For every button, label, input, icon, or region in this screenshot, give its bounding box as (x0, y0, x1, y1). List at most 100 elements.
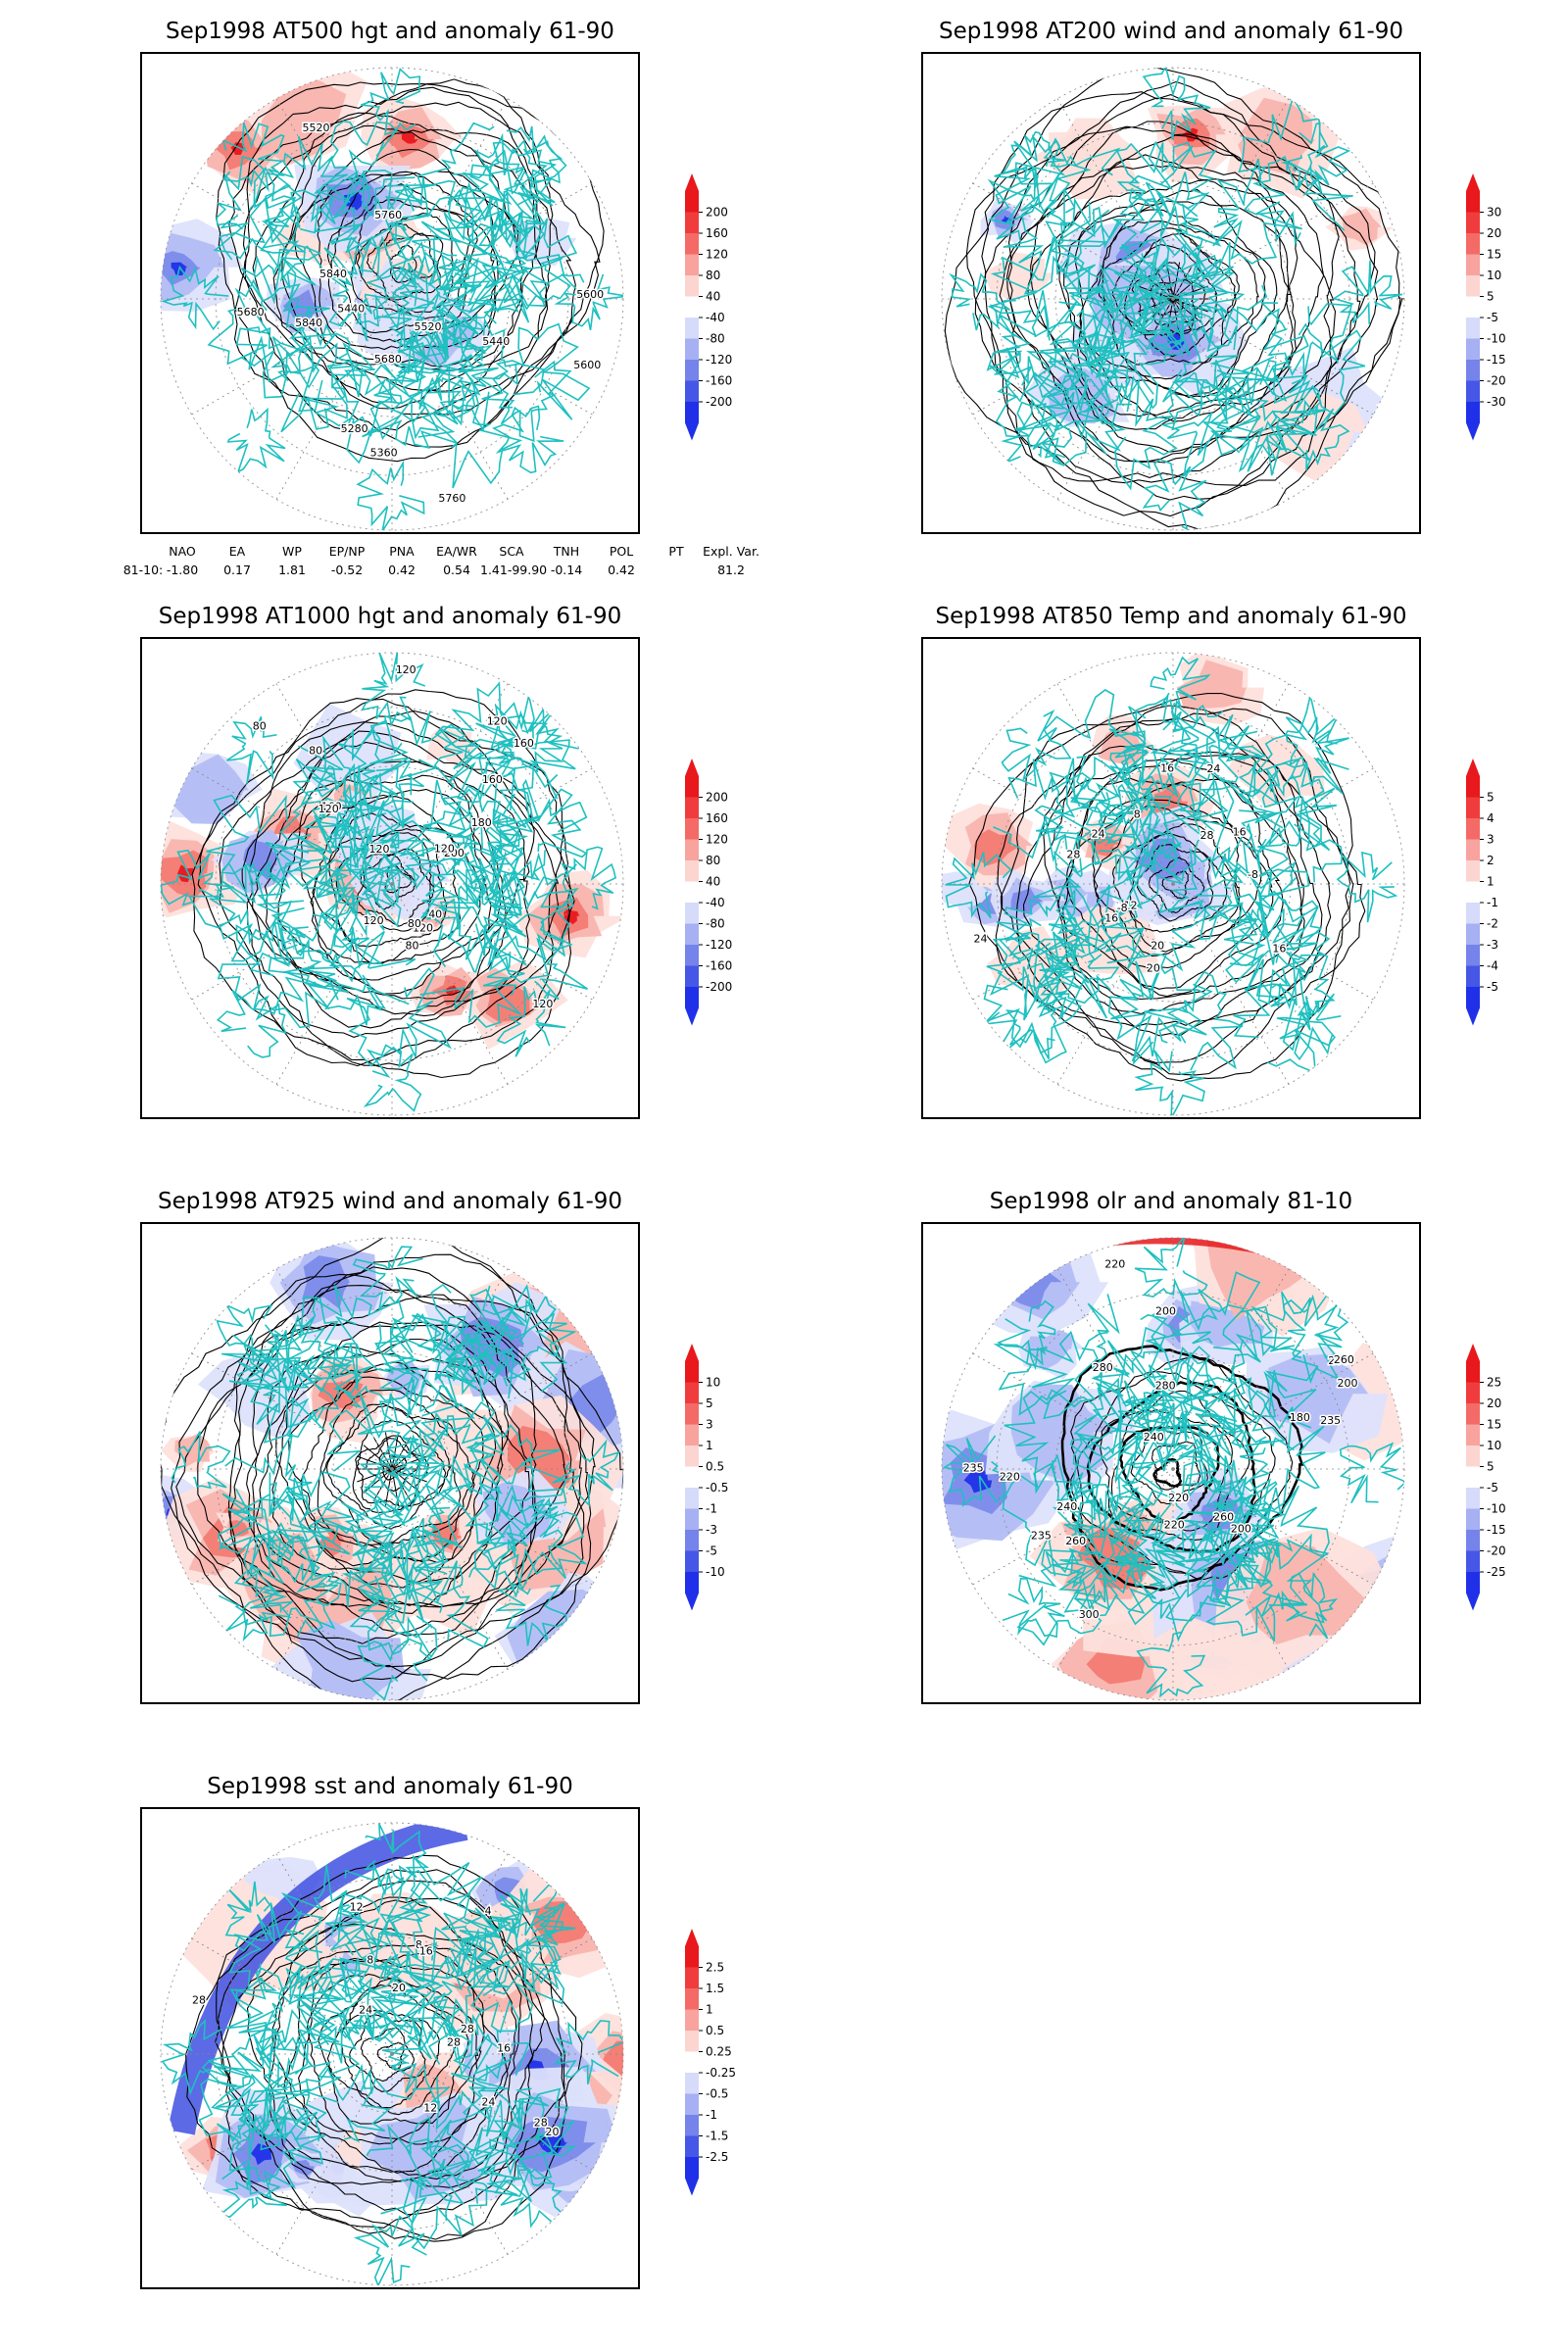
coastline (382, 1312, 483, 1383)
index-header: PNA (389, 544, 415, 559)
colorbar-label: 80 (706, 854, 720, 867)
coastline (1142, 459, 1207, 530)
colorbar-label: 1.5 (706, 1982, 724, 1995)
colorbar-label: -80 (706, 917, 725, 931)
contour-label: 235 (1031, 1530, 1052, 1543)
coastline (418, 782, 516, 878)
map-frame (921, 52, 1421, 534)
colorbar-label: -30 (1487, 395, 1506, 409)
colorbar-cell (685, 776, 699, 798)
coastline (1167, 848, 1252, 941)
coastline (1155, 1528, 1259, 1622)
index-header: WP (282, 544, 302, 559)
coastline (248, 1555, 342, 1638)
colorbar-label: -120 (706, 353, 732, 367)
polar-map-svg: 16 12 16 8 20 -8 -8 24 20 28 24 28 24 16 16 (941, 652, 1405, 1116)
colorbar-label: 3 (706, 1418, 713, 1432)
coastline (1259, 302, 1352, 377)
colorbar-cell (685, 380, 699, 402)
coastline (235, 286, 338, 399)
coastline (468, 2087, 569, 2180)
colorbar-cell (1466, 254, 1480, 275)
contour-label: 20 (1147, 962, 1160, 975)
colorbar-cell (685, 860, 699, 882)
coastline (264, 1343, 372, 1438)
contour-line (298, 1957, 485, 2145)
coastline (484, 889, 574, 967)
contour-label: 5520 (303, 122, 330, 134)
index-value: -0.52 (330, 563, 364, 577)
coastline (1280, 122, 1351, 193)
contour-line (299, 788, 492, 981)
coastline (1159, 242, 1268, 346)
coastline (1179, 1387, 1287, 1495)
contour-label: 28 (534, 2116, 548, 2129)
streamline (357, 1455, 393, 1470)
contour-label: 220 (1104, 1257, 1125, 1270)
colorbar-label: -120 (706, 938, 732, 952)
colorbar-label: 120 (706, 248, 728, 262)
colorbar-label: 15 (1487, 248, 1501, 262)
coastline (993, 290, 1090, 386)
colorbar-label: -0.5 (706, 2087, 728, 2101)
contour-label: 300 (1079, 1608, 1100, 1621)
contour-label: 280 (1093, 1361, 1113, 1374)
coastline (216, 1303, 290, 1365)
coastline (446, 2099, 554, 2203)
contour-line (1118, 1425, 1221, 1524)
contour-label: 120 (532, 998, 553, 1010)
colorbar-bottom-arrow (1466, 422, 1480, 441)
map-frame: 280 260 235 260 240 220 200 235 220 200 180 200 220 2… (921, 1222, 1421, 1704)
coastline (1188, 1459, 1287, 1560)
coastline (988, 347, 1082, 438)
coastline (496, 986, 566, 1057)
coastline (490, 778, 588, 886)
colorbar-label: -4 (1487, 959, 1498, 973)
streamline (974, 97, 1379, 501)
coastline (475, 360, 572, 443)
contour-label: 16 (1272, 943, 1286, 956)
coastline (362, 359, 463, 449)
colorbar-cell (685, 881, 699, 903)
streamline (1172, 262, 1181, 300)
coastline (1150, 656, 1211, 722)
contour-label: 5520 (415, 320, 442, 333)
colorbar-svg: 10 5 3 1 0.5 -0.5 -1 -3 -5 -10 (685, 1344, 728, 1611)
coastline (341, 1541, 444, 1636)
colorbar-cell (1466, 275, 1480, 297)
coastline (1002, 1577, 1065, 1639)
contour-label: 120 (364, 914, 384, 927)
colorbar-label: 40 (706, 875, 720, 889)
contour-label: 260 (1065, 1535, 1086, 1547)
colorbar-cell (685, 2073, 699, 2094)
contour-label: 5440 (337, 303, 365, 316)
coastline (987, 235, 1103, 341)
coastline (1143, 1362, 1244, 1471)
coastline (1250, 1291, 1343, 1385)
colorbar-cell (1466, 945, 1480, 966)
colorbar-cell (685, 2031, 699, 2052)
anomaly-shading (1176, 660, 1247, 709)
coastline (1037, 335, 1132, 440)
contour-label: 5600 (573, 359, 601, 371)
streamline (161, 1238, 623, 1700)
panel-title: Sep1998 olr and anomaly 81-10 (989, 1189, 1353, 1214)
contour-label: 200 (444, 847, 465, 859)
coastline (388, 318, 487, 410)
coastline (418, 2127, 522, 2222)
index-header: EA/WR (436, 544, 477, 559)
colorbar-cell (1466, 881, 1480, 903)
coastline (378, 1880, 478, 1978)
index-value: -0.14 (550, 563, 583, 577)
coastline (419, 927, 521, 1028)
colorbar-top-arrow (1466, 173, 1480, 191)
panel-title: Sep1998 AT500 hgt and anomaly 61-90 (166, 19, 614, 44)
contour-line (995, 708, 1366, 1076)
colorbar-label: -0.5 (706, 1481, 728, 1494)
colorbar-label: 80 (706, 269, 720, 282)
colorbar-cell (1466, 1530, 1480, 1551)
anomaly-shading (1134, 838, 1193, 880)
panel-500hgt: Sep1998 AT500 hgt and anomaly 61-90 5760… (140, 19, 640, 534)
coastline (1174, 1455, 1280, 1567)
